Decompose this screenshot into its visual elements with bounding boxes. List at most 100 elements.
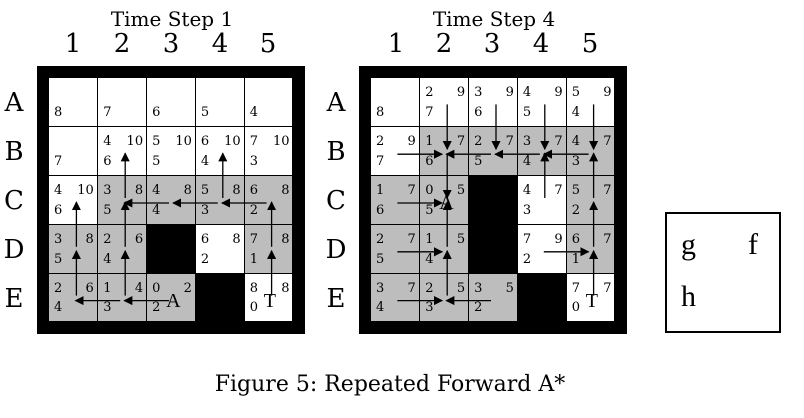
- h-value: 4: [152, 202, 161, 218]
- grid-board: 8 7 6 5 4 7 4 10 6 5 10 5 6 10 4 7 10 3 4 10 6 3 8 5 4 8 4 5 8 3 6 8 2 3 8…: [37, 66, 305, 334]
- f-value: 8: [232, 183, 241, 199]
- column-label-2: 2: [435, 29, 453, 59]
- f-value: 8: [85, 231, 94, 247]
- column-label-3: 3: [162, 29, 180, 59]
- g-value: 3: [474, 85, 483, 100]
- panel-title: Time Step 1: [110, 7, 234, 31]
- grid-cell-b4: 3 7 4: [517, 127, 566, 176]
- grid-cell-c4: 5 8 3: [195, 176, 244, 224]
- grid-cell-c3: 4 8 4: [147, 176, 195, 224]
- f-value: 7: [554, 134, 563, 150]
- row-label-a: A: [326, 88, 346, 118]
- grid-cell-d4: 6 8 2: [195, 224, 244, 273]
- legend-g-label: g: [681, 228, 696, 261]
- f-value: 7: [603, 280, 612, 296]
- h-value: 4: [376, 300, 385, 316]
- g-value: 6: [200, 134, 210, 150]
- f-value: 7: [407, 231, 416, 247]
- grid-cell-a3: 3 9 6: [469, 78, 517, 126]
- h-value: 2: [522, 251, 532, 267]
- f-value: 8: [232, 231, 241, 247]
- g-value: 4: [103, 134, 112, 150]
- f-value: 7: [603, 231, 612, 247]
- h-value: 5: [522, 104, 532, 120]
- grid-cell-b2: 4 10 6: [98, 127, 147, 176]
- f-value: 6: [134, 231, 144, 247]
- h-value: 5: [103, 202, 112, 218]
- agent-marker: A: [439, 192, 454, 215]
- column-label-4: 4: [532, 29, 550, 59]
- grid-cell-e1: 3 7 4: [371, 273, 419, 322]
- row-label-b: B: [326, 137, 346, 167]
- g-value: 2: [425, 85, 434, 100]
- h-value: 2: [474, 300, 483, 316]
- grid-cell-e1: 2 6 4: [49, 273, 97, 322]
- grid-cell-b3: 2 7 5: [469, 127, 517, 176]
- g-value: 5: [152, 134, 161, 150]
- column-label-4: 4: [211, 29, 229, 59]
- f-value: 9: [456, 85, 466, 100]
- f-value: 8: [281, 183, 290, 199]
- row-label-d: D: [3, 235, 25, 265]
- row-label-d: D: [325, 235, 347, 265]
- h-value: 1: [571, 251, 580, 267]
- h-value: 0: [571, 300, 580, 316]
- h-value: 4: [522, 154, 532, 170]
- grid-cell-a5: 5 9 4: [566, 78, 615, 126]
- grid-cell-b1: 7: [49, 127, 97, 176]
- target-marker: T: [263, 289, 276, 312]
- f-value: 6: [85, 280, 94, 296]
- grid-cell-a4: 5: [195, 78, 244, 126]
- column-label-5: 5: [581, 29, 599, 59]
- h-value: 5: [376, 251, 385, 267]
- f-value: 7: [603, 183, 612, 199]
- f-value: 9: [505, 85, 514, 100]
- grid-cell-e2: 1 4 3: [98, 273, 147, 322]
- h-value: 4: [571, 104, 580, 120]
- g-value: 2: [376, 134, 385, 150]
- g-value: 7: [522, 231, 532, 247]
- grid-cell-c4: 4 7 3: [517, 176, 566, 224]
- grid-cell-a1: 8: [49, 78, 97, 126]
- grid-cell-c2: 3 8 5: [98, 176, 147, 224]
- h-value: 8: [54, 104, 63, 120]
- h-value: 4: [425, 251, 434, 267]
- grid-cell-d1: 3 8 5: [49, 224, 97, 273]
- h-value: 4: [54, 300, 63, 316]
- g-value: 7: [249, 231, 258, 247]
- f-value: 9: [603, 85, 612, 100]
- g-value: 4: [152, 183, 161, 199]
- h-value: 5: [152, 154, 161, 170]
- h-value: 2: [152, 300, 161, 316]
- g-value: 4: [54, 183, 63, 199]
- h-value: 7: [103, 104, 112, 120]
- g-value: 1: [103, 280, 112, 296]
- f-value: 10: [126, 134, 144, 150]
- h-value: 6: [474, 104, 483, 120]
- h-value: 3: [522, 202, 532, 218]
- grid-cell-d2: 1 5 4: [420, 224, 469, 273]
- grid-cell-a4: 4 9 5: [517, 78, 566, 126]
- grid-cell-d3: [469, 224, 517, 273]
- grid-cell-d4: 7 9 2: [517, 224, 566, 273]
- grid-cell-b5: 7 10 3: [244, 127, 293, 176]
- grid-cell-a1: 8: [371, 78, 419, 126]
- h-value: 1: [249, 251, 258, 267]
- h-value: 5: [54, 251, 63, 267]
- f-value: 10: [175, 134, 192, 150]
- f-value: 8: [183, 183, 192, 199]
- f-value: 7: [407, 183, 416, 199]
- g-value: 5: [571, 85, 580, 100]
- grid-cell-d1: 2 7 5: [371, 224, 419, 273]
- g-value: 5: [571, 183, 580, 199]
- f-value: 8: [281, 280, 290, 296]
- g-value: 6: [200, 231, 210, 247]
- f-value: 9: [554, 231, 563, 247]
- g-value: 7: [249, 134, 258, 150]
- grid-cell-b4: 6 10 4: [195, 127, 244, 176]
- grid-cell-d2: 2 6 4: [98, 224, 147, 273]
- g-value: 6: [571, 231, 580, 247]
